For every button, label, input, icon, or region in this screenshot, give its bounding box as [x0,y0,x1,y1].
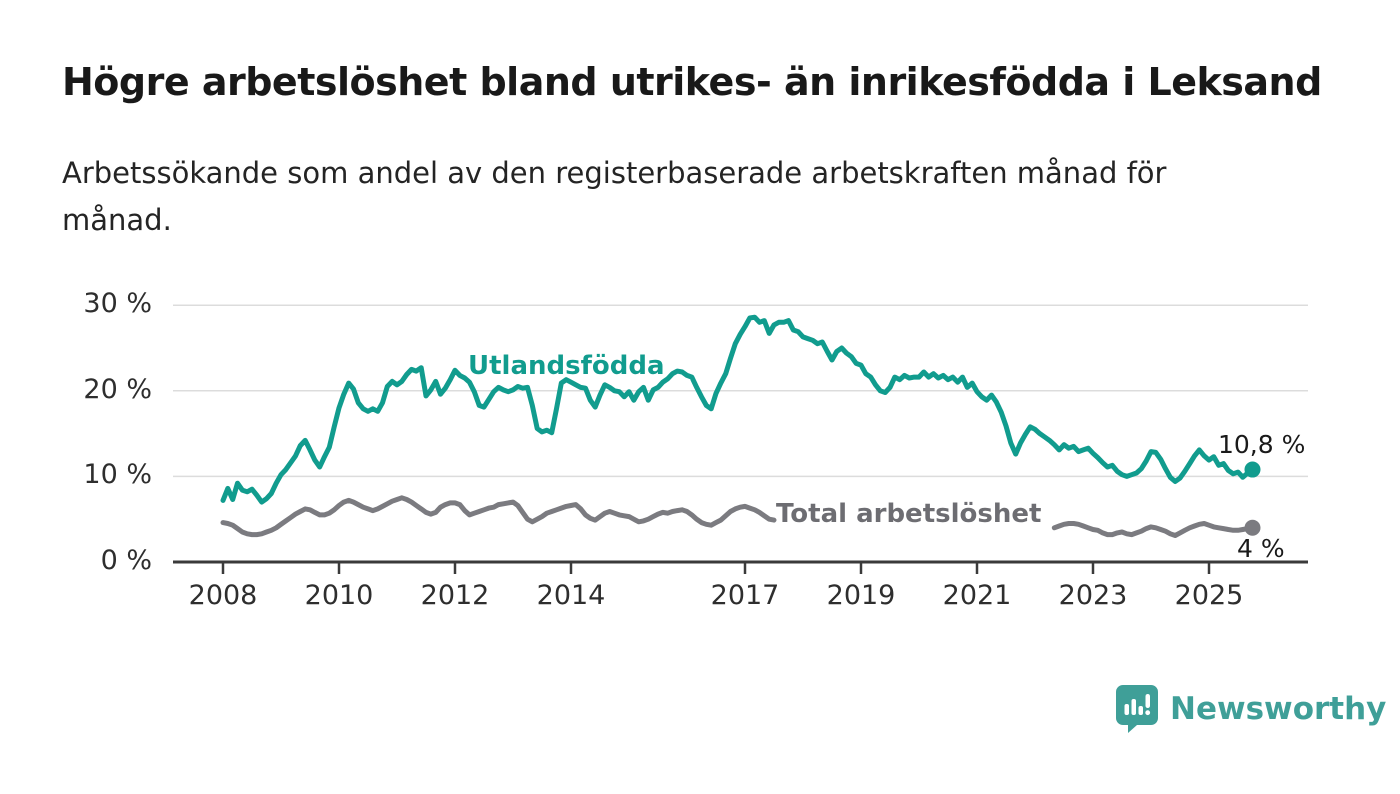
chart-subtitle: Arbetssökande som andel av den registerb… [62,156,1167,237]
x-axis-label: 2014 [536,580,606,611]
y-axis-label: 30 % [83,288,152,320]
series-end-dot-total [1244,519,1261,536]
series-line-total [1051,521,1255,538]
newsworthy-logo-icon [1116,685,1158,733]
end-value-label-utlandsfodda: 10,8 % [1218,430,1306,459]
y-axis-label: 10 % [83,459,152,491]
x-axis-label: 2021 [942,580,1012,611]
series-line-total [220,495,777,538]
x-axis-label: 2019 [826,580,896,611]
series-end-dot-utlandsfodda [1244,461,1261,478]
x-axis-label: 2023 [1058,580,1128,611]
x-axis-label: 2008 [188,580,258,611]
x-axis-label: 2017 [710,580,780,611]
newsworthy-brand: Newsworthy [1115,684,1386,733]
end-value-label-total: 4 % [1237,534,1285,563]
series-label-total-arbetsloshet: Total arbetslöshet [776,499,1042,529]
series-line-utlandsfodda [220,314,1255,505]
series-label-utlandsfodda: Utlandsfödda [468,351,665,381]
x-axis-label: 2025 [1174,580,1244,611]
brand-name: Newsworthy [1170,690,1387,727]
x-axis-label: 2012 [420,580,490,611]
y-axis-label: 20 % [83,373,152,405]
x-axis-label: 2010 [304,580,374,611]
page-title: Högre arbetslöshet bland utrikes- än inr… [62,60,1322,104]
y-axis-label: 0 % [100,545,152,576]
